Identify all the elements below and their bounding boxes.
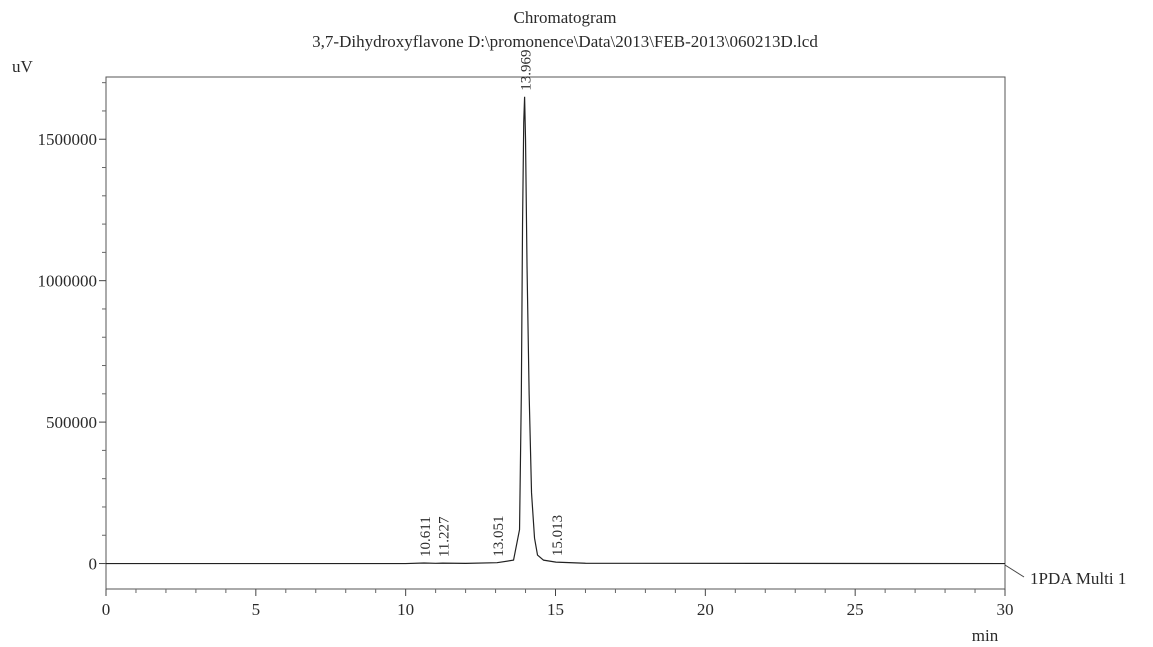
chart-subtitle: 3,7-Dihydroxyflavone D:\promonence\Data\…	[312, 32, 818, 51]
x-tick-label: 15	[547, 600, 564, 619]
y-axis-ticks: 0 500000 1000000 1500000	[38, 82, 106, 574]
y-tick-label: 1500000	[38, 130, 98, 149]
chart-title: Chromatogram	[514, 8, 617, 27]
y-tick-label: 0	[89, 555, 98, 574]
x-tick-label: 0	[102, 600, 111, 619]
series-line-pda-multi-1	[106, 96, 1006, 565]
x-tick-label: 25	[847, 600, 864, 619]
peak-label: 10.611	[418, 516, 434, 557]
peak-label: 13.051	[491, 515, 507, 556]
peak-labels: 10.611 11.227 13.051 13.969 15.013	[418, 50, 566, 558]
peak-label: 15.013	[550, 515, 566, 556]
y-tick-label: 1000000	[38, 272, 98, 291]
x-axis-label: min	[972, 626, 999, 645]
series-layer	[106, 96, 1006, 565]
legend-leader-line	[1004, 564, 1025, 578]
y-axis-label: uV	[12, 57, 34, 76]
x-tick-label: 5	[252, 600, 261, 619]
plot-frame	[105, 76, 1006, 590]
peak-label: 13.969	[519, 50, 535, 91]
x-tick-label: 10	[397, 600, 414, 619]
x-tick-label: 30	[997, 600, 1014, 619]
y-tick-label: 500000	[46, 413, 97, 432]
x-tick-label: 20	[697, 600, 714, 619]
x-axis-ticks: 0 5 10 15 20 25 30	[102, 589, 1014, 619]
legend-series-label: 1PDA Multi 1	[1030, 569, 1126, 588]
peak-label: 11.227	[436, 516, 452, 557]
